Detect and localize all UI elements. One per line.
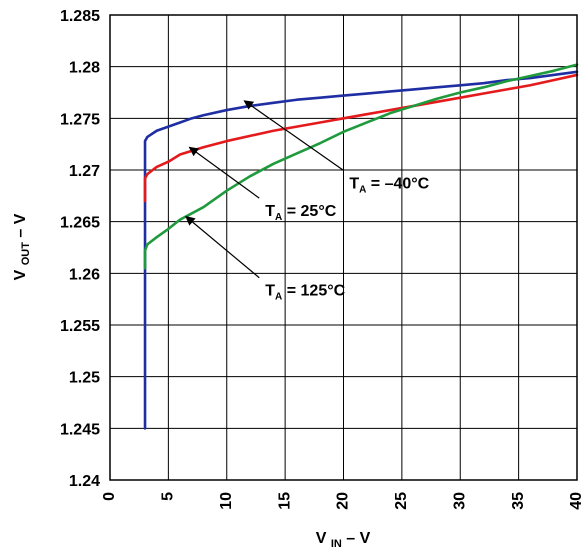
y-axis-title: V OUT – V bbox=[12, 213, 33, 280]
y-tick-label-5: 1.265 bbox=[60, 215, 100, 232]
x-tick-label-7: 35 bbox=[510, 492, 527, 510]
series-line-ta_25 bbox=[143, 73, 579, 203]
annotation-arrow-ann_25 bbox=[188, 146, 260, 199]
x-axis-sub: IN bbox=[331, 538, 342, 550]
annotation-label-ann_minus_40: TA = –40°C bbox=[349, 175, 429, 195]
x-axis-suffix: – V bbox=[346, 530, 370, 547]
x-tick-label-3: 15 bbox=[276, 492, 293, 510]
x-tick-label-5: 25 bbox=[393, 492, 410, 510]
series-line-ta_minus_40 bbox=[143, 70, 579, 430]
y-axis-suffix: – V bbox=[12, 213, 29, 237]
series-line-ta_125 bbox=[143, 63, 579, 270]
x-tick-label-6: 30 bbox=[451, 492, 468, 510]
x-tick-label-8: 40 bbox=[568, 492, 585, 510]
y-tick-label-6: 1.27 bbox=[69, 163, 100, 180]
x-tick-label-1: 5 bbox=[160, 492, 177, 501]
annotation-arrow-ann_125 bbox=[185, 215, 260, 279]
annotation-arrow-ann_minus_40 bbox=[243, 100, 344, 171]
y-tick-label-9: 1.285 bbox=[60, 8, 100, 25]
y-tick-label-0: 1.24 bbox=[69, 473, 100, 490]
y-tick-label-8: 1.28 bbox=[69, 60, 100, 77]
y-axis-main: V bbox=[12, 269, 29, 280]
annotation-label-sub-ann_minus_40: A bbox=[359, 184, 366, 195]
x-axis-main: V bbox=[316, 530, 327, 547]
y-tick-label-2: 1.25 bbox=[69, 370, 100, 387]
annotation-label-main-ann_minus_40: T bbox=[349, 175, 359, 192]
y-tick-label-7: 1.275 bbox=[60, 111, 100, 128]
annotation-label-sub-ann_125: A bbox=[275, 292, 282, 303]
annotation-label-ann_25: TA = 25°C bbox=[265, 203, 336, 223]
annotation-layer: TA = –40°CTA = 25°CTA = 125°C bbox=[185, 100, 430, 303]
x-tick-label-4: 20 bbox=[335, 492, 352, 510]
annotation-label-main-ann_125: T bbox=[265, 283, 275, 300]
plot-frame bbox=[109, 14, 578, 481]
x-tick-label-2: 10 bbox=[218, 492, 235, 510]
annotation-label-value-ann_minus_40: = –40°C bbox=[366, 175, 429, 192]
y-tick-label-4: 1.26 bbox=[69, 266, 100, 283]
y-tick-label-3: 1.255 bbox=[60, 318, 100, 335]
annotation-label-main-ann_25: T bbox=[265, 203, 275, 220]
y-tick-label-1: 1.245 bbox=[60, 421, 100, 438]
annotation-label-sub-ann_25: A bbox=[275, 212, 282, 223]
series-layer bbox=[143, 63, 579, 430]
annotation-label-value-ann_25: = 25°C bbox=[282, 203, 336, 220]
annotation-label-ann_125: TA = 125°C bbox=[265, 283, 345, 303]
annotation-label-value-ann_125: = 125°C bbox=[282, 283, 345, 300]
tick-layer: 1.24 1.245 1.25 1.255 1.26 1.265 1.27 1.275 1.28… bbox=[60, 8, 585, 510]
x-tick-label-0: 0 bbox=[101, 492, 118, 501]
y-axis-sub: OUT bbox=[20, 242, 32, 266]
x-axis-title: V IN – V bbox=[316, 530, 371, 551]
